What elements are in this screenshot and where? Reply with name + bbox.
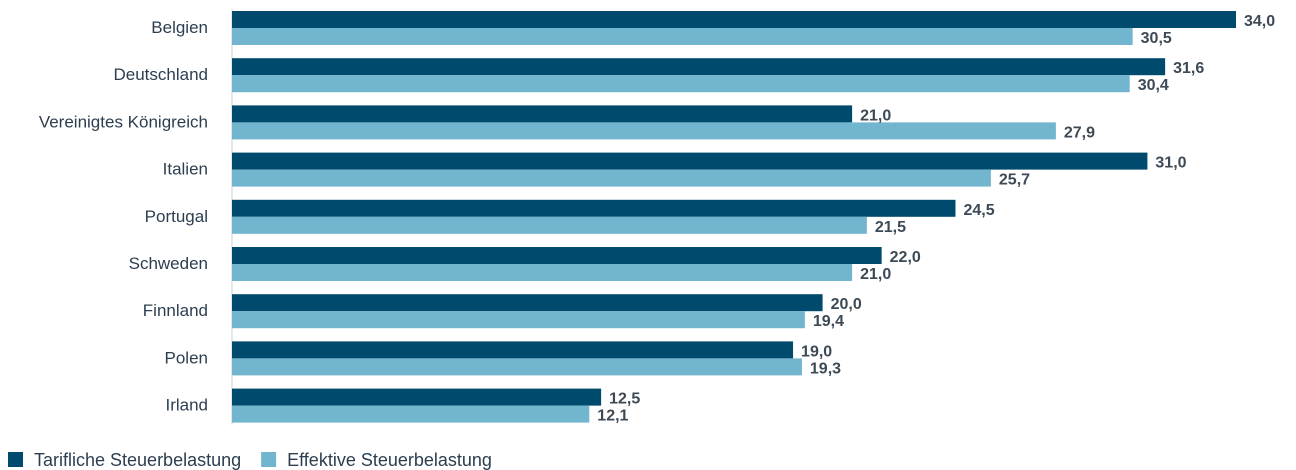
value-label: 22,0 [890,249,921,266]
category-label: Schweden [129,254,208,273]
bar-effektive [232,75,1130,93]
value-label: 24,5 [963,202,994,219]
bar-tarifliche [232,105,853,123]
bar-effektive [232,122,1056,140]
category-label: Portugal [145,207,208,226]
value-label: 21,5 [875,219,906,236]
legend: Tarifliche Steuerbelastung Effektive Steu… [8,450,492,470]
bar-effektive [232,264,853,281]
legend-swatch-effektive [261,452,277,467]
bar-tarifliche [232,294,823,312]
bars-group [232,11,1236,423]
value-label: 31,0 [1155,155,1186,172]
value-label: 19,3 [810,360,841,377]
bar-tarifliche [232,11,1236,28]
category-label: Italien [163,160,208,179]
legend-label: Tarifliche Steuerbelastung [34,450,241,470]
bar-tarifliche [232,58,1166,76]
value-label: 34,0 [1244,13,1275,30]
value-label: 30,4 [1138,77,1169,94]
value-label: 19,4 [813,313,844,330]
bar-effektive [232,311,805,329]
legend-label: Effektive Steuerbelastung [287,450,492,470]
bar-effektive [232,405,590,423]
value-labels-group: 34,0 30,531,630,4 21,0 27,9 31,0 25,7 24,5 21,5… [597,13,1275,425]
value-label: 21,0 [860,107,891,124]
value-label: 25,7 [999,172,1030,189]
value-label: 30,5 [1141,30,1172,47]
category-labels-group: Belgien Deutschland Vereinigtes Königreich… [39,18,208,415]
legend-swatch-tarifliche [8,452,23,467]
category-label: Irland [165,396,208,415]
bar-tarifliche [232,247,882,264]
value-label: 19,0 [801,343,832,360]
bar-effektive [232,216,867,234]
category-label: Vereinigtes Königreich [39,112,208,131]
bar-tarifliche [232,388,602,406]
bar-effektive [232,358,802,376]
value-label: 20,0 [831,296,862,313]
bar-tarifliche [232,341,794,359]
bar-tarifliche [232,199,956,217]
bar-effektive [232,169,991,187]
bar-tarifliche [232,152,1148,170]
value-label: 27,9 [1064,124,1095,141]
value-label: 12,5 [609,391,640,408]
category-label: Belgien [151,18,208,37]
value-label: 12,1 [597,408,628,425]
category-label: Deutschland [113,65,208,84]
bar-effektive [232,28,1133,45]
value-label: 21,0 [860,266,891,283]
category-label: Polen [165,348,208,367]
value-label: 31,6 [1173,60,1204,77]
category-label: Finnland [143,301,208,320]
